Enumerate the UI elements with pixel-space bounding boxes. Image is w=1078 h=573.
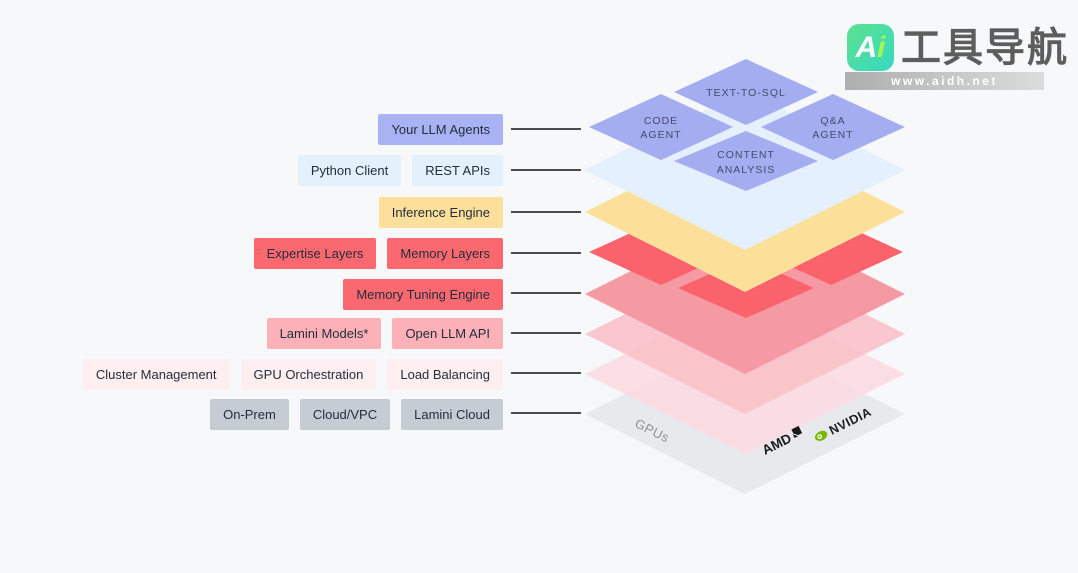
- connector-line: [511, 128, 581, 130]
- label-cluster-management: Cluster Management: [82, 359, 230, 390]
- connector-line: [511, 332, 581, 334]
- label-rest-apis: REST APIs: [412, 155, 503, 186]
- content-analysis-label-line2: ANALYSIS: [717, 164, 776, 176]
- label-lamini-models: Lamini Models*: [266, 318, 382, 349]
- row-layers: Expertise Layers Memory Layers: [0, 238, 503, 269]
- logo-letter-a: A: [855, 30, 878, 64]
- label-memory-layers: Memory Layers: [387, 238, 503, 269]
- connector-line: [511, 372, 581, 374]
- logo-letter-i: i: [877, 30, 886, 64]
- connector-line: [511, 412, 581, 414]
- connector-line: [511, 252, 581, 254]
- qa-agent-label-line1: Q&A: [820, 115, 845, 127]
- nvidia-eye-icon: [814, 430, 828, 441]
- layer-stack: TEXT-TO-SQL CODE AGENT Q&A AGENT CONTENT…: [585, 59, 905, 494]
- row-infrastructure: On-Prem Cloud/VPC Lamini Cloud: [0, 399, 503, 430]
- label-python-client: Python Client: [297, 155, 402, 186]
- diamond-text-to-sql: [674, 59, 818, 125]
- diamond-code-agent: [589, 94, 733, 160]
- row-inference-engine: Inference Engine: [0, 197, 503, 228]
- connector-line: [511, 292, 581, 294]
- diamond-qa-agent: [761, 94, 905, 160]
- connector-line: [511, 169, 581, 171]
- label-cloud-vpc: Cloud/VPC: [299, 399, 391, 430]
- label-inference-engine: Inference Engine: [378, 197, 503, 228]
- label-your-llm-agents: Your LLM Agents: [378, 114, 503, 145]
- row-models: Lamini Models* Open LLM API: [0, 318, 503, 349]
- diamond-content-analysis: [674, 131, 818, 191]
- watermark-url: www.aidh.net: [891, 74, 998, 88]
- row-apis: Python Client REST APIs: [0, 155, 503, 186]
- label-gpu-orchestration: GPU Orchestration: [240, 359, 377, 390]
- content-analysis-label-line1: CONTENT: [717, 149, 775, 161]
- row-llm-agents: Your LLM Agents: [0, 114, 503, 145]
- amd-arrow-icon-corner: [792, 434, 799, 439]
- text-to-sql-label: TEXT-TO-SQL: [706, 87, 786, 99]
- label-memory-tuning-engine: Memory Tuning Engine: [343, 279, 503, 310]
- row-orchestration: Cluster Management GPU Orchestration Loa…: [0, 359, 503, 390]
- code-agent-label-line1: CODE: [644, 115, 678, 127]
- watermark-url-band: www.aidh.net: [845, 72, 1044, 90]
- amd-arrow-icon: [791, 425, 803, 436]
- label-lamini-cloud: Lamini Cloud: [401, 399, 503, 430]
- code-agent-label-line2: AGENT: [640, 129, 681, 141]
- qa-agent-label-line2: AGENT: [812, 129, 853, 141]
- connector-line: [511, 211, 581, 213]
- label-on-prem: On-Prem: [210, 399, 289, 430]
- label-load-balancing: Load Balancing: [387, 359, 503, 390]
- brand-title: 工具导航: [901, 25, 1069, 70]
- label-expertise-layers: Expertise Layers: [253, 238, 377, 269]
- row-memory-tuning: Memory Tuning Engine: [0, 279, 503, 310]
- label-open-llm-api: Open LLM API: [392, 318, 503, 349]
